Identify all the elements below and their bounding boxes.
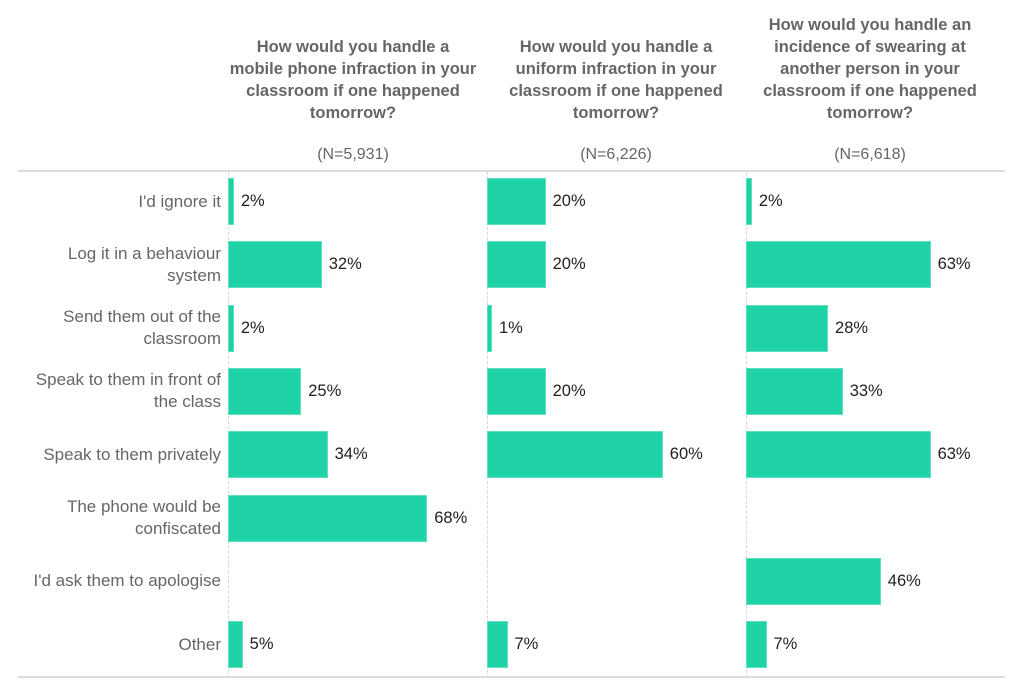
bar-panel3-row2: [746, 241, 931, 289]
data-label: 20%: [552, 192, 586, 210]
bar-panel2-row1: [487, 178, 546, 225]
category-label: Speak to them privately: [43, 444, 221, 464]
category-label: Send them out of the classroom: [63, 307, 221, 349]
data-label: 63%: [937, 445, 971, 464]
data-label: 2%: [240, 192, 265, 210]
data-label: 20%: [552, 255, 586, 274]
bar-panel2-row8: [487, 621, 508, 669]
bar-panel3-row8: [746, 621, 767, 669]
panel-n-1: (N=5,931): [317, 146, 389, 163]
data-label: 63%: [937, 255, 971, 274]
panel-n-3: (N=6,618): [834, 146, 906, 163]
axis-line-1: [228, 172, 229, 678]
bar-panel1-row3: [228, 304, 234, 352]
category-label: Log it in a behaviour system: [67, 243, 221, 285]
bar-panel3-row1: [746, 178, 752, 225]
data-label: 60%: [669, 445, 703, 464]
bar-panel2-row2: [487, 241, 546, 289]
bar-panel3-row5: [746, 431, 931, 479]
data-label: 25%: [308, 381, 342, 400]
bar-panel1-row1: [228, 178, 234, 225]
data-label: 1%: [499, 318, 523, 337]
data-label: 68%: [434, 508, 468, 527]
category-label: I'd ask them to apologise: [33, 571, 221, 591]
data-label: 46%: [887, 571, 921, 590]
bar-panel1-row4: [228, 367, 302, 415]
panel-title-2: How would you handle a uniform infractio…: [509, 38, 723, 122]
bar-panel1-row8: [228, 621, 243, 669]
axis-line-2: [487, 172, 488, 678]
data-label: 2%: [240, 318, 265, 337]
category-label: Other: [178, 634, 221, 654]
bar-panel2-row5: [487, 431, 663, 479]
data-label: 33%: [849, 381, 883, 400]
bar-panel3-row3: [746, 304, 829, 352]
panel-title-1: How would you handle a mobile phone infr…: [229, 38, 477, 122]
data-label: 5%: [249, 635, 274, 654]
bar-panel3-row4: [746, 367, 843, 415]
data-label: 2%: [758, 192, 783, 210]
bar-panel1-row5: [228, 431, 328, 479]
data-label: 7%: [773, 635, 798, 654]
bar-panel2-row4: [487, 367, 546, 415]
bottom-divider: [18, 676, 1005, 678]
bar-panel1-row6: [228, 494, 428, 542]
category-label: The phone would be confiscated: [66, 497, 221, 538]
category-label: I'd ignore it: [138, 191, 221, 211]
header-divider: [18, 170, 1005, 172]
data-label: 28%: [835, 318, 869, 337]
data-label: 20%: [552, 381, 586, 400]
data-label: 32%: [328, 255, 362, 274]
panel-n-2: (N=6,226): [580, 146, 652, 163]
axis-line-3: [746, 172, 747, 678]
data-label: 7%: [514, 635, 539, 654]
bar-panel3-row7: [746, 557, 881, 605]
data-label: 34%: [334, 445, 368, 464]
category-label: Speak to them in front of the class: [35, 370, 221, 412]
bar-panel2-row3: [487, 304, 492, 352]
bar-panel1-row2: [228, 241, 322, 289]
panel-title-3: How would you handle an incidence of swe…: [763, 16, 977, 122]
